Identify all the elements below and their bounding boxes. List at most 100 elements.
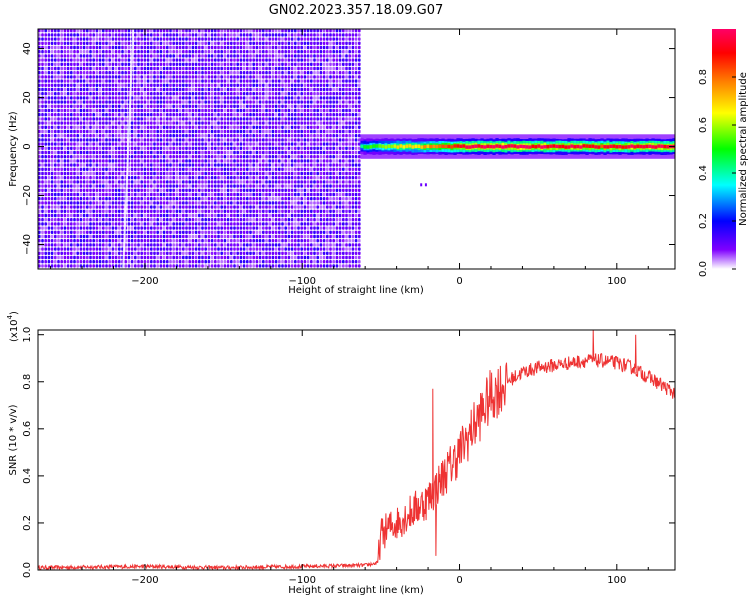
noise-cell — [188, 184, 191, 188]
noise-cell — [76, 251, 79, 255]
noise-cell — [220, 159, 223, 163]
noise-cell — [303, 100, 307, 104]
noise-cell — [41, 188, 44, 192]
noise-cell — [54, 104, 57, 108]
noise-cell — [191, 226, 195, 230]
noise-cell — [70, 83, 73, 87]
noise-cell — [255, 113, 259, 117]
noise-cell — [185, 188, 188, 192]
noise-cell — [233, 176, 236, 180]
noise-cell — [121, 129, 124, 134]
noise-cell — [300, 188, 303, 192]
noise-cell — [111, 226, 115, 230]
noise-cell — [172, 62, 175, 66]
noise-cell — [220, 234, 223, 239]
noise-cell — [159, 58, 163, 62]
noise-cell — [271, 100, 275, 104]
noise-cell — [70, 205, 73, 209]
noise-cell — [294, 50, 297, 54]
noise-cell — [105, 121, 108, 125]
noise-cell — [102, 167, 105, 171]
noise-cell — [290, 146, 294, 150]
noise-cell — [79, 180, 83, 184]
noise-cell — [281, 209, 284, 213]
noise-cell — [175, 50, 179, 54]
noise-cell — [300, 66, 303, 71]
noise-cell — [175, 96, 179, 100]
noise-cell — [281, 222, 284, 226]
noise-cell — [44, 180, 47, 184]
noise-cell — [262, 192, 265, 197]
spectrogram-plot-area — [38, 29, 675, 269]
noise-cell — [306, 50, 310, 54]
noise-cell — [194, 104, 198, 108]
noise-cell — [297, 50, 300, 54]
noise-cell — [105, 100, 108, 104]
noise-cell — [159, 41, 163, 45]
noise-cell — [66, 79, 70, 83]
noise-cell — [268, 188, 271, 192]
noise-cell — [242, 180, 246, 184]
noise-cell — [108, 45, 111, 50]
noise-cell — [230, 159, 233, 163]
noise-cell — [217, 134, 220, 138]
noise-cell — [194, 33, 198, 37]
noise-cell — [306, 184, 310, 188]
noise-cell — [143, 218, 147, 222]
noise-cell — [54, 125, 57, 129]
noise-cell — [262, 104, 265, 108]
noise-cell — [150, 71, 153, 75]
noise-cell — [38, 41, 41, 45]
noise-cell — [63, 205, 67, 209]
noise-cell — [172, 184, 175, 188]
noise-cell — [306, 218, 310, 222]
noise-cell — [89, 75, 92, 79]
noise-cell — [172, 37, 175, 41]
noise-cell — [140, 138, 143, 142]
noise-cell — [204, 37, 207, 41]
noise-cell — [271, 138, 275, 142]
noise-cell — [98, 255, 102, 260]
noise-cell — [76, 243, 79, 247]
noise-cell — [271, 197, 275, 201]
noise-cell — [281, 100, 284, 104]
noise-cell — [194, 83, 198, 87]
noise-cell — [146, 243, 150, 247]
noise-cell — [95, 71, 99, 75]
noise-cell — [98, 117, 102, 121]
noise-cell — [54, 138, 57, 142]
noise-cell — [137, 33, 140, 37]
noise-cell — [204, 83, 207, 87]
noise-cell — [249, 260, 252, 264]
noise-cell — [50, 163, 54, 167]
noise-cell — [95, 54, 99, 58]
noise-cell — [70, 33, 73, 37]
noise-cell — [204, 113, 207, 117]
noise-cell — [108, 155, 111, 159]
noise-cell — [121, 41, 124, 45]
noise-cell — [162, 96, 166, 100]
noise-cell — [178, 96, 182, 100]
noise-cell — [294, 243, 297, 247]
noise-cell — [246, 243, 249, 247]
noise-cell — [233, 243, 236, 247]
noise-cell — [60, 96, 63, 100]
noise-cell — [300, 129, 303, 134]
noise-cell — [89, 197, 92, 201]
noise-cell — [287, 113, 291, 117]
noise-cell — [159, 209, 163, 213]
noise-cell — [214, 218, 217, 222]
noise-cell — [281, 138, 284, 142]
noise-cell — [185, 125, 188, 129]
noise-cell — [255, 264, 259, 268]
noise-cell — [63, 138, 67, 142]
noise-cell — [54, 150, 57, 155]
noise-cell — [118, 66, 121, 71]
noise-cell — [236, 100, 239, 104]
noise-cell — [278, 62, 281, 66]
noise-cell — [127, 209, 131, 213]
noise-cell — [246, 176, 249, 180]
noise-cell — [70, 129, 73, 134]
noise-cell — [66, 50, 70, 54]
noise-cell — [274, 41, 278, 45]
